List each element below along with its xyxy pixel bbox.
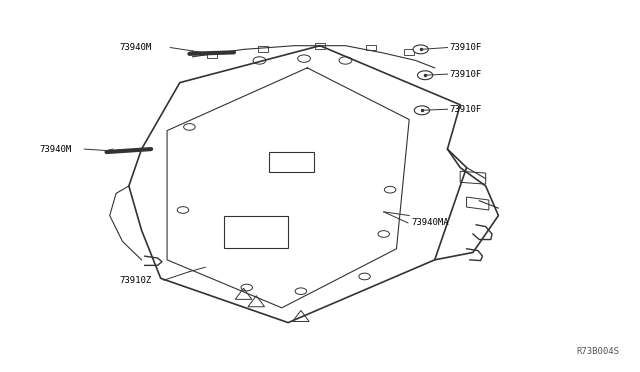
Text: R73B004S: R73B004S xyxy=(577,347,620,356)
Text: 73940MA: 73940MA xyxy=(411,218,449,227)
Bar xyxy=(404,49,414,55)
Circle shape xyxy=(295,288,307,295)
Circle shape xyxy=(184,124,195,130)
Bar xyxy=(315,43,325,49)
Text: 73910F: 73910F xyxy=(449,43,482,52)
Text: 73940M: 73940M xyxy=(119,43,152,52)
Circle shape xyxy=(414,106,429,115)
Bar xyxy=(257,46,268,52)
Circle shape xyxy=(241,284,252,291)
Text: 73910Z: 73910Z xyxy=(119,276,152,285)
Circle shape xyxy=(298,55,310,62)
Text: 73940M: 73940M xyxy=(40,145,72,154)
Circle shape xyxy=(385,186,396,193)
Circle shape xyxy=(417,71,433,80)
Text: 73910F: 73910F xyxy=(449,70,482,78)
Circle shape xyxy=(378,231,390,237)
Bar xyxy=(366,45,376,51)
Circle shape xyxy=(253,57,266,64)
Circle shape xyxy=(177,207,189,213)
Circle shape xyxy=(413,45,428,54)
Circle shape xyxy=(339,57,352,64)
Bar xyxy=(207,52,217,58)
Text: 73910F: 73910F xyxy=(449,105,482,114)
Circle shape xyxy=(359,273,371,280)
